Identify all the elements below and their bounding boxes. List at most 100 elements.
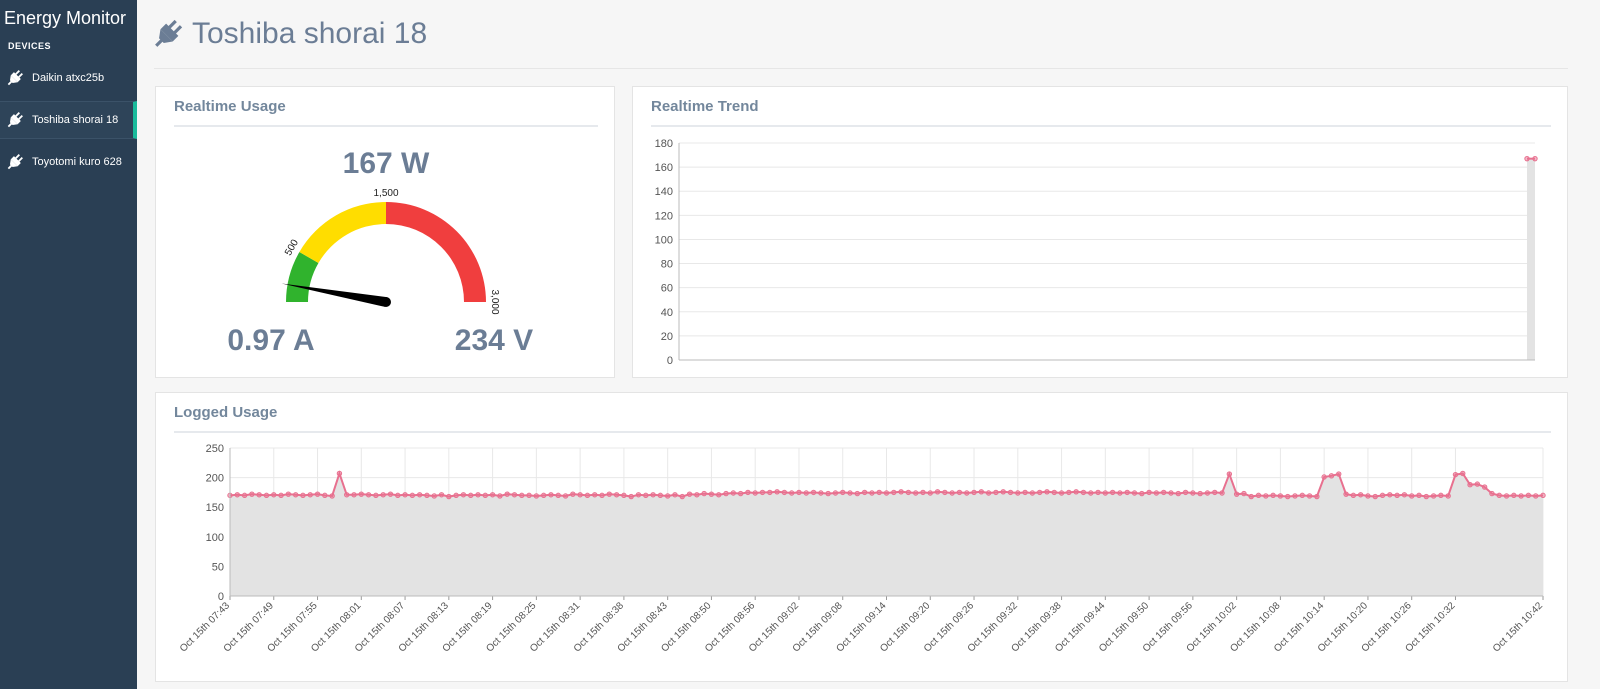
section-label: DEVICES [8,41,52,51]
point [1511,492,1517,499]
point [1080,489,1087,496]
point [1394,492,1400,499]
point [1518,493,1524,499]
point [1409,493,1415,499]
point [540,492,547,499]
point [314,491,321,497]
point [300,492,306,499]
point [285,491,292,497]
point [497,493,503,499]
y-tick-label: 80 [661,259,673,271]
device-item[interactable]: Daikin atxc25b [0,59,137,97]
point [482,492,489,499]
device-icon [6,153,24,171]
point [453,492,459,499]
point [679,493,685,500]
point [1423,493,1429,500]
y-tick-label: 40 [661,307,673,319]
point [489,492,496,498]
device-item[interactable]: Toshiba shorai 18 [0,101,137,139]
y-tick-label: 250 [206,443,224,455]
point [1263,493,1269,499]
point [1197,490,1203,497]
point [730,490,737,496]
device-item[interactable]: Toyotomi kuro 628 [0,143,137,181]
y-tick-label: 120 [655,210,673,222]
point [1095,489,1101,496]
point [1336,471,1342,477]
point [438,492,445,498]
point [847,490,853,496]
y-tick-label: 100 [206,532,224,544]
point [1379,492,1386,499]
panel: 500 1,500 3,000 167 W 0.97 A 234 V Realtime U… [155,86,615,378]
point [934,489,941,495]
point [336,470,343,477]
panel-title: Realtime Usage [174,98,286,115]
point [832,490,839,496]
point [657,492,664,499]
point [1022,489,1028,496]
header-rule [154,68,1568,69]
point [650,492,656,498]
point [1452,471,1459,478]
area [1527,158,1535,360]
point [964,490,970,496]
point [1416,492,1422,499]
point [1445,493,1451,499]
point [1430,493,1437,499]
trend-chart: 0 20 40 60 80 100 120 140 160 180 [651,125,1551,367]
point [737,490,744,497]
point [548,492,554,498]
point [402,492,408,498]
device-name: Toyotomi kuro 628 [32,156,122,168]
point [869,490,875,496]
point [1524,155,1530,162]
point [570,491,576,497]
point [1124,489,1130,496]
point [526,492,532,499]
point [1182,489,1189,496]
point [1284,493,1291,500]
point [606,491,613,497]
point [1321,474,1327,480]
point [1219,490,1225,496]
point [643,492,649,499]
panel-title: Realtime Trend [651,98,759,115]
point [716,492,722,498]
point [701,490,707,497]
point [810,489,817,496]
point [278,492,284,499]
x-tick-label: Oct 15th 10:42 [1491,600,1545,654]
point [767,489,773,496]
point [752,490,758,496]
current-reading: 0.97 A [227,324,314,357]
point [898,489,904,495]
point [745,489,751,496]
gauge-tick-label: 1,500 [373,188,398,199]
point [1131,490,1138,496]
y-tick-label: 200 [206,473,224,485]
point [1102,490,1109,496]
point [1270,492,1276,499]
point [234,492,240,498]
y-tick-label: 160 [655,162,673,174]
gauge-needle [281,283,387,307]
point [1015,490,1021,496]
point [1248,493,1254,500]
point [1277,493,1284,499]
point [803,490,809,496]
point [927,490,933,496]
page-title: Toshiba shorai 18 [192,17,428,50]
point [416,492,423,498]
gauge-tick-label: 3,000 [489,289,500,314]
point [1044,489,1050,495]
point [431,493,437,499]
point [373,492,379,499]
point [672,492,678,498]
point [351,492,357,498]
point [920,489,926,496]
point [1474,481,1481,487]
point [1241,490,1247,497]
